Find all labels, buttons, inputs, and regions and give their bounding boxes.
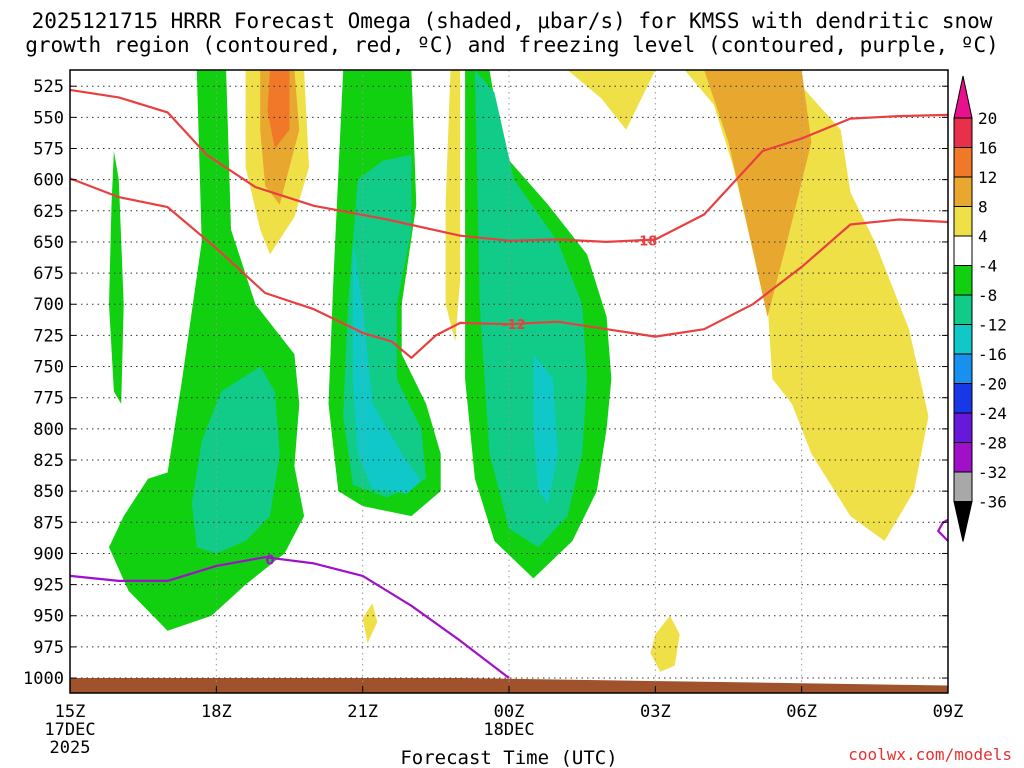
y-tick-label: 700 (33, 295, 64, 315)
y-tick-label: 825 (33, 451, 64, 471)
x-tick-label: 21Z (347, 702, 378, 722)
x-tick-year-label: 2025 (50, 738, 91, 758)
colorbar-top-arrow (953, 75, 973, 119)
chart-title-line-1: 2025121715 HRRR Forecast Omega (shaded, … (32, 9, 993, 33)
y-tick-label: 950 (33, 607, 64, 627)
x-tick-label: 15Z (55, 702, 86, 722)
colorbar-swatch (953, 383, 973, 414)
colorbar-label: -28 (978, 434, 1007, 453)
y-tick-label: 725 (33, 326, 64, 346)
colorbar-swatch (953, 206, 973, 237)
y-tick-label: 775 (33, 389, 64, 409)
colorbar: 20 16 12 8 4 -4 -8 -12 -16 -20 -24 -28 -32 -36 (953, 75, 1007, 542)
x-tick-label: 09Z (933, 702, 964, 722)
dgz-contour-label: -18 (634, 235, 658, 250)
y-tick-label: 750 (33, 358, 64, 378)
omega-shading-layer (109, 70, 929, 672)
colorbar-label: 4 (978, 227, 988, 246)
terrain-layer (70, 678, 948, 693)
y-tick-label: 850 (33, 482, 64, 502)
y-tick-label: 875 (33, 513, 64, 533)
colorbar-swatch (953, 147, 973, 178)
y-tick-label: 675 (33, 264, 64, 284)
x-tick-date-label: 18DEC (483, 720, 534, 740)
colorbar-swatch (953, 235, 973, 266)
colorbar-label: -32 (978, 463, 1007, 482)
y-tick-label: 600 (33, 171, 64, 191)
credit-text: coolwx.com/models (848, 745, 1012, 764)
colorbar-label: -24 (978, 404, 1007, 423)
chart-title-line-2: growth region (contoured, red, ºC) and f… (25, 33, 999, 57)
y-tick-label: 900 (33, 544, 64, 564)
colorbar-swatch (953, 265, 973, 296)
y-tick-label: 1000 (23, 669, 64, 689)
omega-shaded-region (362, 603, 378, 644)
colorbar-label: -4 (978, 257, 997, 276)
omega-shaded-region (445, 70, 461, 342)
terrain-surface (70, 678, 948, 693)
y-tick-label: 925 (33, 576, 64, 596)
contour-layer: -18 -12 0 (69, 88, 949, 679)
omega-shaded-region (533, 354, 558, 504)
y-tick-label: 550 (33, 108, 64, 128)
omega-shaded-region (352, 241, 422, 494)
y-axis: 525 550 575 600 625 650 675 700 725 750 775 800 825 8… (23, 77, 948, 689)
x-axis-label: Forecast Time (UTC) (400, 747, 617, 768)
colorbar-label: 16 (978, 139, 997, 158)
freezing-level-contour-line (937, 518, 949, 542)
colorbar-label: -16 (978, 345, 1007, 364)
grid-layer (70, 70, 948, 693)
y-tick-label: 800 (33, 420, 64, 440)
colorbar-swatch (953, 412, 973, 443)
colorbar-label: 8 (978, 198, 988, 217)
dgz-contour-line (69, 177, 949, 359)
x-tick-date-label: 17DEC (44, 720, 95, 740)
colorbar-swatch (953, 176, 973, 207)
colorbar-label: -8 (978, 286, 997, 305)
omega-shaded-region (650, 615, 680, 672)
colorbar-swatch (953, 353, 973, 384)
colorbar-bottom-arrow (953, 501, 973, 542)
freezing-level-contour-line (69, 556, 510, 679)
x-tick-label: 00Z (494, 702, 525, 722)
omega-shaded-region (109, 151, 124, 404)
omega-shaded-region (704, 70, 812, 317)
colorbar-swatch (953, 324, 973, 355)
dgz-contour-label: -12 (502, 318, 526, 333)
colorbar-swatch (953, 442, 973, 473)
omega-shaded-region (567, 70, 656, 130)
omega-shaded-region (267, 70, 290, 149)
dgz-contour-line (69, 88, 949, 243)
y-tick-label: 575 (33, 139, 64, 159)
freezing-level-contour-label: 0 (265, 554, 274, 569)
colorbar-swatch (953, 471, 973, 502)
y-tick-label: 975 (33, 638, 64, 658)
y-tick-label: 650 (33, 233, 64, 253)
x-tick-label: 18Z (201, 702, 232, 722)
x-tick-label: 03Z (640, 702, 671, 722)
colorbar-label: 12 (978, 168, 997, 187)
y-tick-label: 525 (33, 77, 64, 97)
colorbar-label: -36 (978, 493, 1007, 512)
colorbar-label: -20 (978, 375, 1007, 394)
colorbar-swatch (953, 294, 973, 325)
colorbar-label: 20 (978, 109, 997, 128)
y-tick-label: 625 (33, 202, 64, 222)
x-tick-label: 06Z (786, 702, 817, 722)
omega-shaded-region (474, 70, 587, 548)
colorbar-label: -12 (978, 316, 1007, 335)
colorbar-swatch (953, 117, 973, 148)
